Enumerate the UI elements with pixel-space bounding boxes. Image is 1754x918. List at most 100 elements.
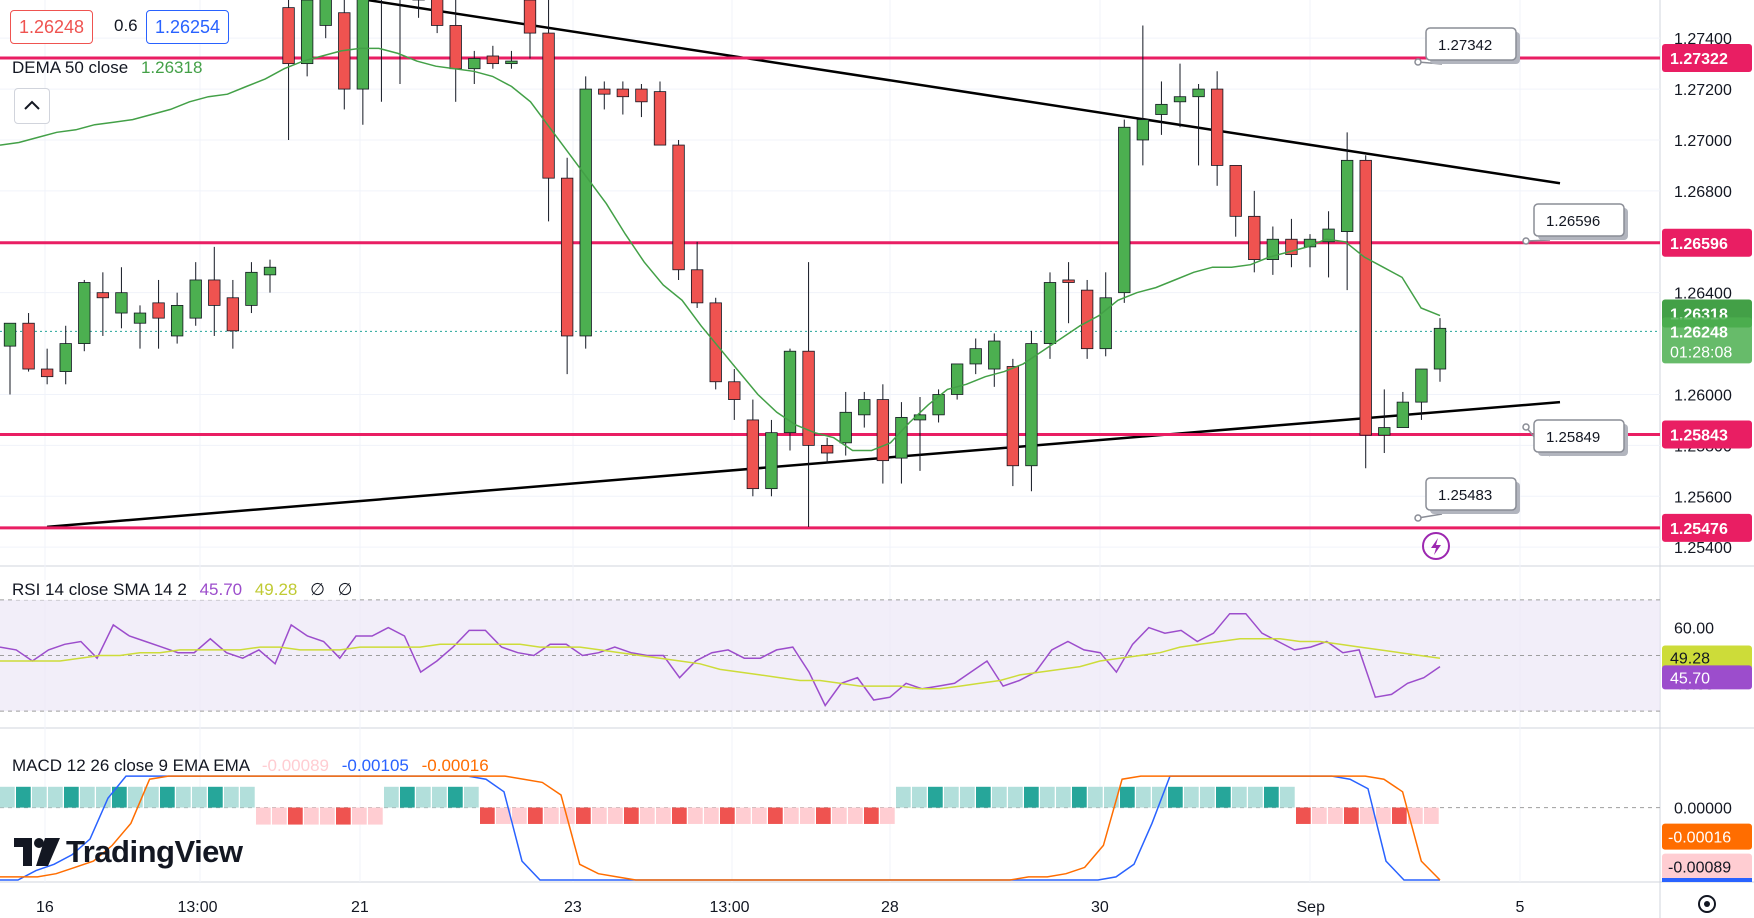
price-axis-tick: 1.25600	[1674, 489, 1732, 506]
level-axis-label: 1.26596	[1670, 236, 1728, 253]
candle-body	[728, 381, 741, 400]
callout-anchor	[1414, 514, 1422, 522]
macd-hist-bar	[368, 807, 383, 825]
macd-hist-bar	[784, 807, 799, 824]
candle-body	[78, 282, 91, 344]
macd-hist-bar	[880, 807, 895, 824]
rsi-extra-1: ∅	[310, 580, 325, 599]
candle-body	[430, 0, 444, 26]
candle-body	[672, 144, 685, 271]
macd-hist-bar	[704, 807, 719, 824]
macd-hist-bar	[192, 786, 207, 808]
macd-hist-bar	[128, 786, 143, 808]
level-axis-tag	[1662, 513, 1752, 542]
macd-hist-bar	[144, 786, 159, 808]
current-price-label: 1.26248	[1670, 324, 1728, 341]
candle-body	[1340, 159, 1354, 232]
time-axis-tick: 23	[564, 899, 582, 916]
macd-hist-bar	[288, 807, 303, 825]
rsi-sma-legend-value: 49.28	[254, 580, 298, 599]
level-axis-label: 1.25476	[1670, 521, 1728, 538]
macd-hist-bar	[960, 786, 975, 808]
candle-body	[1006, 366, 1020, 467]
macd-axis-tick: 0.00000	[1674, 801, 1732, 818]
price-axis-tick: 1.27400	[1674, 31, 1732, 48]
gear-icon	[1698, 895, 1716, 913]
macd-hist-bar	[592, 807, 607, 824]
time-axis-tick: 13:00	[178, 899, 218, 916]
collapse-legend-button[interactable]	[14, 88, 50, 124]
rsi-axis-label: 45.70	[1670, 670, 1710, 687]
tradingview-logo[interactable]: TradingView	[14, 830, 243, 874]
candle-body	[1378, 427, 1391, 436]
candle-body	[1415, 368, 1428, 403]
candle-body	[170, 305, 184, 337]
candle-body	[1062, 279, 1075, 283]
rsi-legend-label: RSI 14 close SMA 14 2	[12, 580, 187, 599]
tradingview-logo-text: TradingView	[66, 834, 243, 869]
macd-hist-legend-value: -0.00089	[261, 756, 330, 775]
candle-body	[783, 350, 797, 434]
candle-body	[300, 0, 314, 65]
level-axis-label: 1.25843	[1670, 427, 1728, 444]
macd-legend-label: MACD 12 26 close 9 EMA EMA	[12, 756, 250, 775]
macd-hist-bar	[1168, 786, 1183, 808]
price-axis-tick: 1.26800	[1674, 184, 1732, 201]
rsi-axis-tick: 60.00	[1674, 621, 1714, 638]
candle-body	[616, 88, 630, 98]
callout-box	[1425, 27, 1517, 61]
rsi-legend[interactable]: RSI 14 close SMA 14 2 45.70 49.28 ∅ ∅	[12, 580, 353, 600]
candle-body	[988, 340, 1001, 370]
macd-hist-bar	[912, 786, 927, 808]
candle-body	[1229, 165, 1242, 217]
macd-hist-bar	[112, 786, 127, 808]
axes: 1.27400 1.27200 1.27000 1.26800 1.26400 1.260…	[36, 31, 1752, 916]
bid-price-box[interactable]: 1.26248	[10, 10, 94, 44]
macd-hist-bar	[304, 807, 319, 825]
candle-body	[226, 297, 240, 332]
price-axis-tick: 1.26000	[1674, 387, 1732, 404]
price-axis-tick: 1.26400	[1674, 286, 1732, 303]
candle-body	[96, 292, 110, 299]
rsi-series	[0, 612, 1441, 707]
candle-body	[1155, 103, 1168, 115]
macd-hist-bar	[384, 786, 399, 808]
macd-legend[interactable]: MACD 12 26 close 9 EMA EMA -0.00089 -0.0…	[12, 756, 489, 776]
macd-hist-bar	[80, 786, 95, 808]
candle-body	[932, 394, 945, 416]
candle-body	[282, 7, 295, 65]
time-axis-tick: 21	[351, 899, 369, 916]
rsi-band	[0, 599, 1660, 712]
macd-hist-bar	[848, 807, 863, 824]
candle-body	[1173, 96, 1187, 103]
macd-hist-axis-label: -0.00089	[1668, 860, 1731, 877]
macd-signal-legend-value: -0.00016	[421, 756, 489, 775]
candle-body	[542, 32, 555, 179]
macd-hist-bar	[1280, 786, 1295, 808]
ask-price-box[interactable]: 1.26254	[146, 10, 230, 44]
macd-hist-bar	[96, 786, 111, 808]
rsi-pane	[0, 599, 1660, 712]
macd-hist-bar	[800, 807, 815, 824]
candle-body	[746, 419, 760, 490]
candles	[3, 0, 1447, 527]
candle-body	[245, 271, 258, 306]
candle-body	[40, 368, 54, 378]
macd-hist-bar	[1312, 807, 1327, 824]
macd-hist-bar	[736, 807, 751, 824]
candle-body	[1285, 238, 1298, 255]
dema-series	[0, 47, 1441, 452]
candle-body	[653, 91, 667, 146]
candle-body	[1025, 343, 1038, 467]
dema-legend[interactable]: DEMA 50 close 1.26318	[12, 58, 202, 78]
trendlines	[46, 0, 1561, 529]
candle-body	[449, 25, 462, 70]
macd-hist-bar	[240, 786, 255, 808]
macd-hist-bar	[224, 786, 239, 808]
macd-hist-bar	[1072, 786, 1087, 808]
candle-body	[1433, 327, 1447, 370]
macd-hist-bar	[256, 807, 271, 825]
callout-label: 1.25849	[1546, 429, 1600, 446]
candle-body	[1192, 88, 1205, 98]
